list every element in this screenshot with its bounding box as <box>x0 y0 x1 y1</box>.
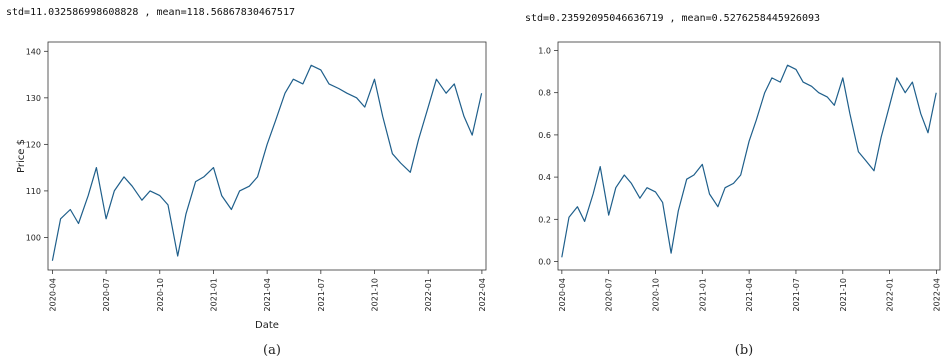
x-tick-label: 2020-07 <box>605 278 614 311</box>
x-tick-label: 2021-10 <box>371 278 380 311</box>
y-tick-label: 0.4 <box>538 173 551 182</box>
x-tick-label: 2021-10 <box>839 278 848 311</box>
y-tick-label: 100 <box>26 233 41 242</box>
y-tick-label: 1.0 <box>538 46 551 55</box>
series-line-b <box>561 64 937 258</box>
y-axis-label-a: Price $ <box>16 139 27 173</box>
y-tick-label: 110 <box>26 187 41 196</box>
plot-area-b <box>557 41 941 271</box>
x-tick-label: 2020-10 <box>156 278 165 311</box>
y-ticks-a: 100 110 120 130 140 <box>26 47 48 242</box>
x-axis-label-a: Date <box>255 320 279 331</box>
x-tick-label: 2021-07 <box>317 278 326 311</box>
stats-text-b: std=0.23592095046636719 , mean=0.5276258… <box>525 13 820 24</box>
x-tick-label: 2022-04 <box>932 278 941 311</box>
stats-text-a: std=11.032586998608828 , mean=118.568678… <box>6 7 295 18</box>
y-tick-label: 0.0 <box>538 258 551 267</box>
x-ticks-b: 2020-04 2020-07 2020-10 2021-01 2021-04 2021-… <box>558 270 941 311</box>
y-tick-label: 0.8 <box>538 89 551 98</box>
chart-panel-a: std=11.032586998608828 , mean=118.568678… <box>6 7 487 358</box>
x-tick-label: 2020-07 <box>102 278 111 311</box>
x-tick-label: 2021-01 <box>698 278 707 311</box>
chart-panel-b: std=0.23592095046636719 , mean=0.5276258… <box>525 13 941 358</box>
x-tick-label: 2021-04 <box>745 278 754 311</box>
y-tick-label: 130 <box>26 94 41 103</box>
x-tick-label: 2020-10 <box>651 278 660 311</box>
x-tick-label: 2020-04 <box>48 278 57 311</box>
x-ticks-a: 2020-04 2020-07 2020-10 2021-01 2021-04 2021-… <box>48 270 487 311</box>
x-tick-label: 2021-07 <box>792 278 801 311</box>
y-tick-label: 0.6 <box>538 131 551 140</box>
y-ticks-b: 0.0 0.2 0.4 0.6 0.8 1.0 <box>538 46 558 267</box>
y-tick-label: 120 <box>26 140 41 149</box>
caption-b: (b) <box>735 343 753 358</box>
plot-area-a <box>47 41 487 271</box>
x-tick-label: 2021-01 <box>209 278 218 311</box>
y-tick-label: 0.2 <box>538 215 551 224</box>
x-tick-label: 2022-01 <box>424 278 433 311</box>
series-line-a <box>51 64 483 261</box>
caption-a: (a) <box>263 343 281 358</box>
x-tick-label: 2021-04 <box>263 278 272 311</box>
x-tick-label: 2022-01 <box>886 278 895 311</box>
x-tick-label: 2020-04 <box>558 278 567 311</box>
x-tick-label: 2022-04 <box>478 278 487 311</box>
y-tick-label: 140 <box>26 47 41 56</box>
